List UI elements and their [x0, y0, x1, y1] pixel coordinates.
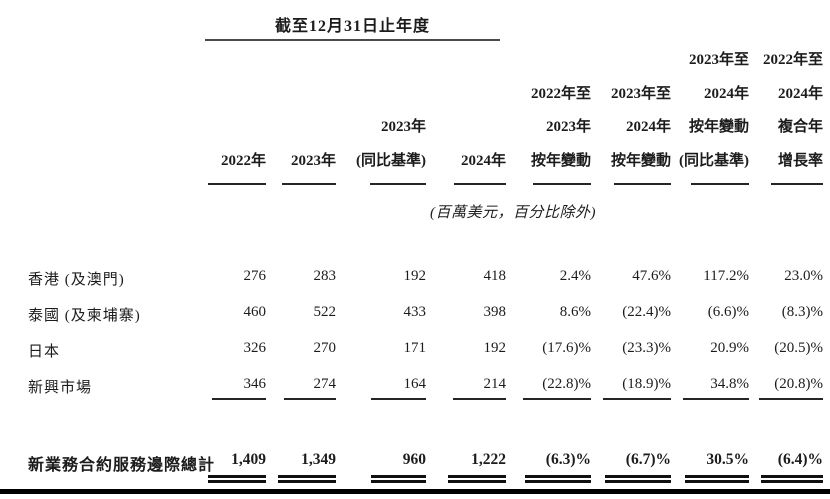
table-cell-total: (6.4)% [761, 451, 823, 483]
row-label: 香港 (及澳門) [28, 272, 125, 288]
table-cell: 274 [282, 376, 336, 400]
total-double-underline [525, 475, 591, 483]
column-underline [771, 183, 823, 185]
table-cell: 522 [313, 304, 337, 320]
period-underline [205, 39, 500, 41]
table-cell: 34.8% [683, 376, 749, 400]
table-cell: 276 [243, 268, 267, 284]
table-cell: 283 [313, 268, 337, 284]
table-row-japan: 日本 326 270 171 192 (17.6)% (23.3)% 20.9%… [28, 340, 823, 361]
row-label: 日本 [28, 344, 61, 360]
table-cell: 398 [483, 304, 507, 320]
subtotal-underline [523, 398, 591, 400]
column-underline [454, 183, 506, 185]
table-cell: (20.5)% [774, 340, 823, 356]
column-header-2022: 2022年 [205, 145, 266, 185]
table-cell: 433 [403, 304, 427, 320]
column-underline [282, 183, 336, 185]
table-cell: 192 [483, 340, 507, 356]
column-header-row: 2022年 2023年 2023年 (同比基準) 2024年 2022年至 20… [28, 45, 823, 185]
table-cell: 171 [403, 340, 427, 356]
table-cell: (6.6)% [707, 304, 749, 320]
period-header: 截至12月31日止年度 [274, 18, 430, 35]
total-double-underline [371, 475, 426, 483]
column-header-2024: 2024年 [446, 145, 506, 185]
table-cell: (20.8)% [759, 376, 823, 400]
table-cell-total: 30.5% [684, 451, 749, 483]
table-cell: 20.9% [710, 340, 749, 356]
subtotal-underline [212, 398, 266, 400]
table-cell: (22.4)% [622, 304, 671, 320]
subtotal-underline [371, 398, 426, 400]
table-cell: 2.4% [559, 268, 591, 284]
table-cell: 326 [243, 340, 267, 356]
table-cell: 23.0% [784, 268, 823, 284]
bottom-rule [0, 489, 830, 494]
table-cell: (22.8)% [523, 376, 591, 400]
column-header-yoy-comparable: 2023年至 2024年 按年變動 (同比基準) [679, 44, 749, 185]
column-header-cagr: 2022年至 2024年 複合年 增長率 [763, 44, 823, 185]
column-header-2023: 2023年 [282, 145, 336, 185]
table-cell: (23.3)% [622, 340, 671, 356]
column-header-2023-comparable: 2023年 (同比基準) [336, 111, 426, 185]
table-cell-total: (6.7)% [605, 451, 671, 483]
table-cell-total: (6.3)% [525, 451, 591, 483]
column-header-yoy-2022-2023: 2022年至 2023年 按年變動 [526, 78, 591, 185]
table-cell-total: 1,409 [205, 451, 266, 483]
subtotal-underline [284, 398, 336, 400]
table-cell: 346 [205, 376, 266, 400]
table-cell-total: 1,349 [278, 451, 336, 483]
column-underline [533, 183, 591, 185]
row-label: 新興市場 [28, 380, 93, 396]
table-cell: 47.6% [632, 268, 671, 284]
table-cell: 460 [243, 304, 267, 320]
total-double-underline [278, 475, 336, 483]
table-cell: 214 [446, 376, 506, 400]
total-double-underline [605, 475, 671, 483]
table-cell: (17.6)% [542, 340, 591, 356]
table-cell-total: 960 [336, 451, 426, 483]
table-cell-total: 1,222 [446, 451, 506, 483]
unit-note: (百萬美元，百分比除外) [430, 205, 596, 221]
table-cell: 164 [336, 376, 426, 400]
subtotal-underline [759, 398, 823, 400]
total-double-underline [448, 475, 506, 483]
table-row-thailand-cambodia: 泰國 (及柬埔寨) 460 522 433 398 8.6% (22.4)% (… [28, 304, 823, 325]
table-row-hong-kong-macau: 香港 (及澳門) 276 283 192 418 2.4% 47.6% 117.… [28, 268, 823, 289]
column-underline [370, 183, 426, 185]
total-double-underline [761, 475, 823, 483]
table-cell: 117.2% [703, 268, 749, 284]
subtotal-underline [453, 398, 506, 400]
table-total-row: 新業務合約服務邊際總計 1,409 1,349 960 1,222 (6.3)%… [28, 451, 823, 483]
row-label: 泰國 (及柬埔寨) [28, 308, 141, 324]
total-double-underline [685, 475, 749, 483]
table-cell: 192 [403, 268, 427, 284]
column-underline [208, 183, 266, 185]
total-row-label: 新業務合約服務邊際總計 [28, 457, 216, 474]
column-underline [691, 183, 749, 185]
column-underline [614, 183, 671, 185]
table-cell: 418 [483, 268, 507, 284]
table-row-emerging-markets: 新興市場 346 274 164 214 (22.8)% (18.9)% 34.… [28, 376, 823, 400]
total-double-underline [208, 475, 266, 483]
table-cell: (8.3)% [781, 304, 823, 320]
subtotal-underline [603, 398, 671, 400]
table-cell: 270 [313, 340, 337, 356]
subtotal-underline [683, 398, 749, 400]
table-cell: 8.6% [559, 304, 591, 320]
table-cell: (18.9)% [603, 376, 671, 400]
column-header-yoy-2023-2024: 2023年至 2024年 按年變動 [606, 78, 671, 185]
